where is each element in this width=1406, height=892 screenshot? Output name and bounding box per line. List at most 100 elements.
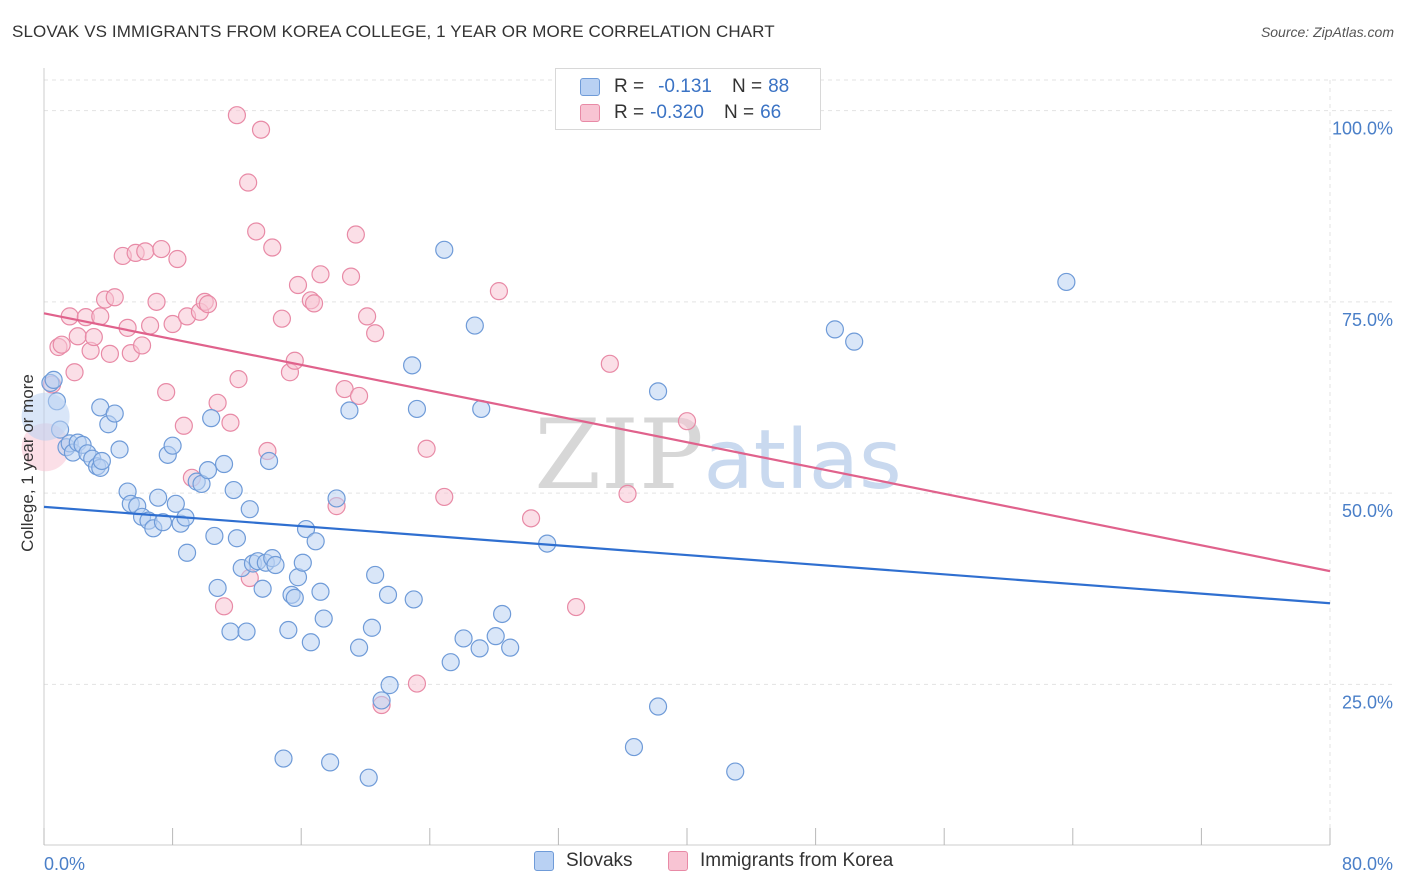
slovak-point <box>274 749 293 768</box>
watermark: ZIPatlas <box>534 399 901 511</box>
legend-swatch-slovaks <box>580 78 600 96</box>
korea-point <box>239 173 258 192</box>
korea-point <box>168 249 187 269</box>
slovak-large-point <box>21 392 70 441</box>
korea-point <box>65 363 84 382</box>
slovak-point <box>253 579 272 598</box>
slovak-point <box>435 240 454 259</box>
chart-title: SLOVAK VS IMMIGRANTS FROM KOREA COLLEGE,… <box>12 22 775 41</box>
korea-point <box>346 225 365 244</box>
slovak-point <box>221 622 240 641</box>
slovak-point <box>314 609 333 628</box>
korea-point <box>285 351 304 370</box>
legend-n-label: N = <box>723 102 755 123</box>
korea-point <box>311 265 330 284</box>
legend-row-slovaks: R = -0.131 N = 88 <box>580 74 789 100</box>
slovak-point <box>296 519 316 539</box>
bottom-legend-swatch-slovaks <box>534 851 554 871</box>
slovak-point <box>110 440 129 459</box>
y-tick-label-2: 75.0% <box>1342 310 1393 330</box>
legend-r-label: R = <box>614 76 645 97</box>
legend-box: R = -0.131 N = 88 R = -0.320 N = 66 <box>555 68 821 130</box>
korea-point <box>100 344 120 363</box>
korea-point <box>600 354 619 373</box>
slovak-point <box>380 676 399 695</box>
korea-point <box>105 288 124 307</box>
x-tick-label-min: 0.0% <box>44 854 85 874</box>
slovak-point <box>266 555 285 575</box>
slovak-point <box>465 316 484 335</box>
slovak-point <box>208 578 227 598</box>
y-tick-label-1: 50.0% <box>1342 501 1393 521</box>
korea-point <box>208 393 227 412</box>
slovak-point <box>648 697 668 716</box>
slovak-point <box>240 500 259 519</box>
slovak-point <box>624 737 644 757</box>
slovak-point <box>366 565 385 585</box>
korea-point <box>366 324 385 343</box>
slovak-point <box>259 451 279 471</box>
slovak-point <box>493 604 512 624</box>
slovak-point <box>378 585 398 604</box>
korea-point <box>304 294 324 313</box>
korea-point <box>198 295 218 314</box>
slovak-point <box>214 454 234 474</box>
slovak-point <box>501 638 520 657</box>
korea-point <box>163 314 182 334</box>
korea-point <box>272 309 292 328</box>
slovak-point <box>306 532 325 551</box>
slovak-point <box>293 553 312 572</box>
y-tick-label-3: 100.0% <box>1332 119 1393 139</box>
korea-point <box>407 674 427 693</box>
slovak-point <box>372 691 391 710</box>
korea-point <box>136 242 155 261</box>
korea-point <box>140 316 160 335</box>
x-tick-label-max: 80.0% <box>1342 854 1393 874</box>
korea-point <box>521 509 541 528</box>
korea-point <box>341 267 361 286</box>
korea-point <box>52 335 71 354</box>
legend-r-value-slovaks: -0.131 <box>658 76 712 97</box>
bottom-legend-label-slovaks: Slovaks <box>566 850 633 871</box>
korea-point <box>147 292 166 311</box>
slovak-point <box>726 762 745 781</box>
slovak-point <box>198 461 218 480</box>
korea-point <box>214 597 234 616</box>
korea-points <box>21 106 697 715</box>
slovak-point <box>285 588 304 608</box>
legend-swatch-korea <box>580 104 600 122</box>
legend-n-value-slovaks: 88 <box>768 76 790 97</box>
slovak-point <box>340 401 359 420</box>
slovak-point <box>166 494 185 513</box>
korea-point <box>221 413 240 432</box>
legend-r-value-korea: -0.320 <box>650 102 704 123</box>
korea-point <box>566 597 586 617</box>
korea-point <box>68 327 87 346</box>
slovak-point <box>327 489 346 508</box>
slovak-point <box>470 639 489 658</box>
korea-point <box>84 327 103 347</box>
korea-point <box>489 282 509 301</box>
slovak-point <box>279 620 298 640</box>
slovak-point <box>454 629 473 648</box>
slovak-point <box>205 526 224 546</box>
korea-trend-line <box>43 312 1331 573</box>
y-tick-label-0: 25.0% <box>1342 692 1393 712</box>
bottom-legend-label-korea: Immigrants from Korea <box>700 850 894 871</box>
slovak-point <box>105 404 124 423</box>
slovak-point <box>404 590 423 609</box>
korea-point <box>358 307 377 326</box>
korea-point <box>174 416 193 435</box>
slovak-point <box>321 753 340 772</box>
slovak-point <box>202 409 221 428</box>
slovak-points <box>21 240 1076 787</box>
bottom-legend: Slovaks Immigrants from Korea <box>0 850 1406 878</box>
slovak-point <box>359 768 378 787</box>
slovak-point <box>224 480 243 500</box>
slovak-point <box>441 653 460 672</box>
korea-point <box>247 222 266 241</box>
slovak-point <box>825 320 844 339</box>
slovak-point <box>301 633 320 652</box>
slovak-point <box>362 618 382 637</box>
